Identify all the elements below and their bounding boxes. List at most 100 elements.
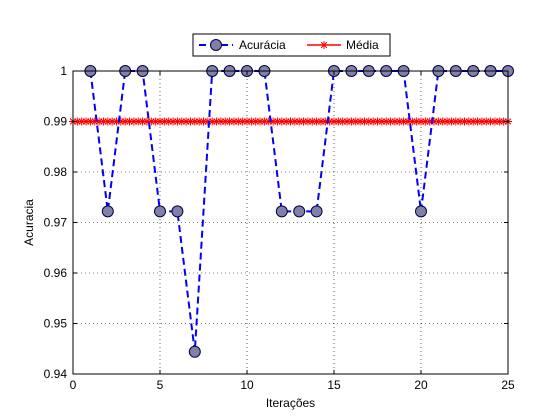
legend-accuracy-marker	[210, 39, 222, 51]
axes: 0 5 10 15 20 25 0.94 0.95 0.96 0.97 0.98 0.99 1	[44, 64, 515, 392]
mean-marker	[303, 117, 312, 126]
mean-marker	[234, 117, 243, 126]
mean-marker	[282, 117, 291, 126]
mean-marker	[229, 117, 238, 126]
legend-mean-marker	[320, 41, 328, 49]
mean-marker	[251, 117, 260, 126]
mean-marker	[173, 117, 182, 126]
mean-marker	[316, 117, 325, 126]
accuracy-point	[293, 205, 306, 218]
mean-marker	[438, 117, 447, 126]
mean-marker	[125, 117, 134, 126]
mean-marker	[364, 117, 373, 126]
mean-marker	[456, 117, 465, 126]
mean-marker	[77, 117, 86, 126]
y-tick-label: 0.99	[44, 115, 68, 129]
mean-marker	[477, 117, 486, 126]
mean-marker	[129, 117, 138, 126]
mean-marker	[142, 117, 151, 126]
mean-marker	[482, 117, 491, 126]
mean-marker	[103, 117, 112, 126]
mean-marker	[421, 117, 430, 126]
mean-marker	[177, 117, 186, 126]
mean-marker	[156, 117, 164, 126]
mean-marker	[221, 117, 230, 126]
mean-marker	[186, 117, 195, 126]
mean-marker	[403, 117, 412, 126]
plot-area	[73, 71, 508, 374]
mean-marker	[334, 117, 343, 126]
mean-marker	[343, 117, 352, 126]
mean-marker	[260, 117, 269, 126]
mean-marker	[399, 117, 408, 126]
x-tick-label: 10	[240, 378, 254, 392]
mean-marker	[360, 117, 369, 126]
mean-marker	[473, 117, 482, 126]
legend-accuracy-label: Acurácia	[239, 38, 286, 52]
mean-marker	[373, 117, 382, 126]
y-tick-label: 0.94	[44, 367, 68, 381]
mean-marker	[382, 117, 391, 126]
mean-marker	[147, 117, 156, 126]
mean-marker	[351, 117, 360, 126]
mean-marker	[225, 117, 234, 126]
mean-marker	[386, 117, 395, 126]
mean-marker	[347, 117, 356, 126]
accuracy-point	[154, 205, 166, 218]
mean-marker	[486, 117, 495, 126]
y-tick-label: 0.97	[44, 216, 68, 230]
mean-marker	[264, 117, 273, 126]
legend-mean-label: Média	[346, 38, 379, 52]
mean-marker	[238, 117, 247, 126]
mean-marker	[499, 117, 508, 126]
mean-marker	[369, 117, 378, 126]
mean-marker	[325, 117, 334, 126]
accuracy-point	[101, 205, 114, 218]
mean-marker	[269, 117, 278, 126]
grid-lines	[73, 71, 508, 374]
mean-marker	[138, 117, 147, 126]
mean-marker	[216, 117, 225, 126]
mean-marker	[299, 117, 308, 126]
mean-marker	[90, 117, 99, 126]
mean-marker	[417, 117, 425, 126]
mean-marker	[377, 117, 386, 126]
mean-marker	[199, 117, 208, 126]
mean-marker	[443, 117, 452, 126]
mean-marker	[243, 117, 251, 126]
mean-marker	[425, 117, 434, 126]
mean-marker	[464, 117, 473, 126]
x-tick-label: 20	[414, 378, 428, 392]
mean-marker	[395, 117, 404, 126]
mean-marker	[312, 117, 321, 126]
mean-marker	[212, 117, 221, 126]
mean-marker	[121, 117, 130, 126]
y-tick-label: 0.95	[44, 317, 68, 331]
mean-marker	[195, 117, 204, 126]
mean-marker	[82, 117, 91, 126]
mean-marker	[295, 117, 304, 126]
mean-marker	[330, 117, 338, 126]
x-tick-label: 15	[327, 378, 341, 392]
mean-marker	[203, 117, 212, 126]
x-tick-label: 5	[157, 378, 164, 392]
mean-marker	[460, 117, 469, 126]
mean-marker	[290, 117, 299, 126]
mean-marker	[469, 117, 478, 126]
mean-marker	[86, 117, 95, 126]
y-axis-label: Acuracia	[22, 199, 36, 246]
x-tick-label: 0	[70, 378, 77, 392]
x-tick-label: 25	[501, 378, 515, 392]
accuracy-point	[415, 205, 427, 218]
mean-marker	[208, 117, 217, 126]
legend-box	[192, 33, 391, 57]
mean-marker	[134, 117, 143, 126]
mean-marker	[495, 117, 504, 126]
mean-marker	[164, 117, 173, 126]
mean-marker	[182, 117, 191, 126]
y-tick-label: 0.96	[44, 266, 68, 280]
mean-marker	[338, 117, 347, 126]
mean-marker	[390, 117, 399, 126]
accuracy-point	[188, 345, 201, 358]
